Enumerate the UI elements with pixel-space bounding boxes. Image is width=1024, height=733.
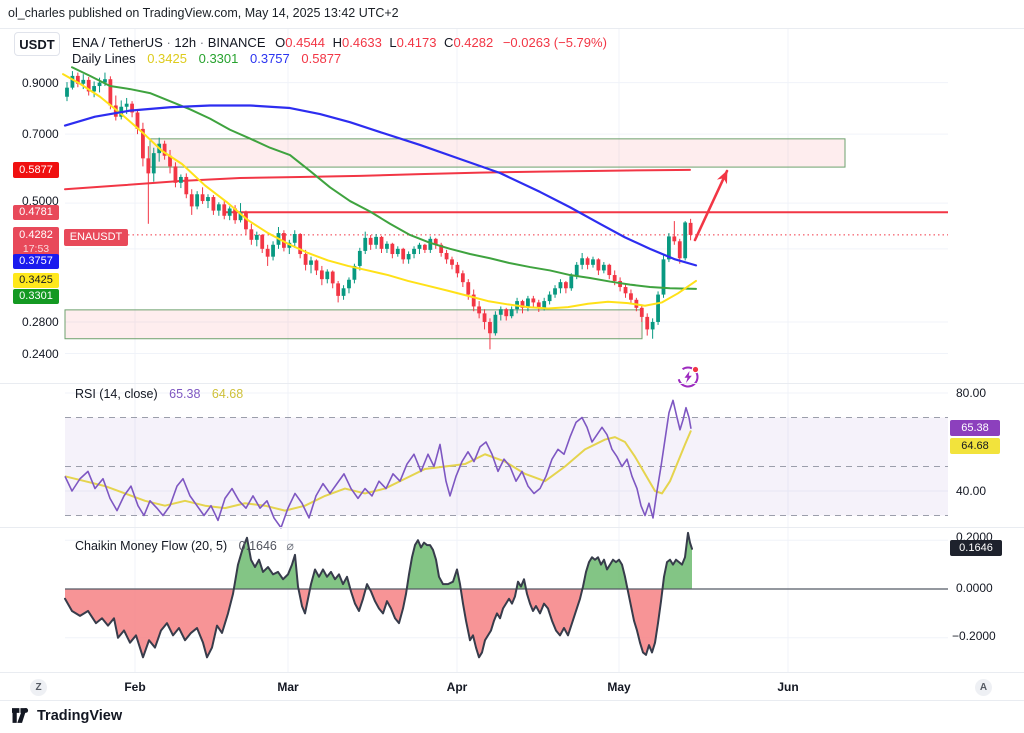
exchange-label: BINANCE xyxy=(207,35,266,50)
bar-countdown-timer: 17:53 xyxy=(22,242,50,255)
time-axis-top-border xyxy=(0,672,1024,673)
cmf-tick-zero: 0.0000 xyxy=(956,581,993,595)
last-price-value: 0.4282 xyxy=(19,228,53,241)
tradingview-logo[interactable]: TradingView xyxy=(12,707,122,724)
rsi-main-value: 65.38 xyxy=(169,387,201,401)
chart-top-border xyxy=(0,28,1024,29)
adjust-badge: A xyxy=(975,679,992,696)
rsi-ma-value: 64.68 xyxy=(211,387,244,401)
price-tick: 0.7000 xyxy=(22,127,59,141)
daily-line-red-value: 0.5877 xyxy=(301,51,342,66)
symbol-name: ENA / TetherUS xyxy=(72,35,163,50)
legend-separator: · xyxy=(166,35,171,50)
daily-line-green-value: 0.3301 xyxy=(198,51,239,66)
high-value: 0.4633 xyxy=(342,35,382,50)
tradingview-logo-text: TradingView xyxy=(37,707,123,724)
price-chip-blue-ma: 0.3757 xyxy=(13,254,59,269)
cmf-chip: 0.1646 xyxy=(950,540,1002,556)
rsi-tick-40: 40.00 xyxy=(956,484,987,498)
rsi-title: RSI (14, close) xyxy=(75,387,158,401)
month-label-jun: Jun xyxy=(777,680,799,694)
close-key: C xyxy=(444,35,454,50)
cmf-tick-neg02: −0.2000 xyxy=(952,629,996,643)
daily-lines-legend-row: Daily Lines 0.3425 0.3301 0.3757 0.5877 xyxy=(72,51,341,66)
cmf-value: 0.1646 xyxy=(238,539,277,553)
month-label-may: May xyxy=(607,680,631,694)
drawn-arrow xyxy=(693,169,729,242)
price-chip-last-price: 0.4282 17:53 xyxy=(13,227,59,257)
rsi-chip-ma: 64.68 xyxy=(950,438,1000,454)
rsi-pane-separator xyxy=(0,383,1024,384)
daily-line-blue-value: 0.3757 xyxy=(250,51,290,66)
change-value: −0.0263 (−5.79%) xyxy=(502,35,607,50)
cmf-title: Chaikin Money Flow (20, 5) xyxy=(75,539,228,553)
daily-lines-label: Daily Lines xyxy=(72,51,136,66)
month-label-apr: Apr xyxy=(446,680,468,694)
interval-label: 12h xyxy=(174,35,197,50)
price-tick: 0.2800 xyxy=(22,315,59,329)
time-axis-bottom-border xyxy=(0,700,1024,701)
legend-separator: · xyxy=(199,35,205,50)
symbol-legend-row: ENA / TetherUS · 12h · BINANCE O0.4544 H… xyxy=(72,35,607,50)
tradingview-logo-icon xyxy=(12,708,29,723)
cmf-pane-separator xyxy=(0,527,1024,528)
published-header: ol_charles published on TradingView.com,… xyxy=(8,6,399,20)
symbol-price-flag: ENAUSDT xyxy=(64,229,128,246)
price-tick: 0.9000 xyxy=(22,76,59,90)
low-value: 0.4173 xyxy=(396,35,437,50)
price-chip-green-ma: 0.3301 xyxy=(13,289,59,304)
high-key: H xyxy=(332,35,343,50)
price-chip-red-line: 0.5877 xyxy=(13,162,59,178)
hide-value-icon: ⌀ xyxy=(286,539,294,553)
low-key: L xyxy=(389,35,397,50)
flash-idea-icon xyxy=(677,365,700,388)
daily-line-yellow-value: 0.3425 xyxy=(147,51,187,66)
rsi-chip-main: 65.38 xyxy=(950,420,1000,436)
month-label-feb: Feb xyxy=(124,680,146,694)
price-tick: 0.2400 xyxy=(22,347,59,361)
candlestick-series xyxy=(65,71,693,350)
price-tick: 0.5000 xyxy=(22,194,59,208)
open-value: 0.4544 xyxy=(285,35,326,50)
month-label-mar: Mar xyxy=(277,680,299,694)
close-value: 0.4282 xyxy=(453,35,494,50)
price-chip-yellow-ma: 0.3425 xyxy=(13,273,59,288)
open-key: O xyxy=(275,35,286,50)
quote-currency-badge: USDT xyxy=(14,32,60,56)
price-chip-hline: 0.4781 xyxy=(13,205,59,220)
rsi-legend: RSI (14, close) 65.38 64.68 xyxy=(75,387,243,401)
timezone-badge: Z xyxy=(30,679,47,696)
cmf-legend: Chaikin Money Flow (20, 5) 0.1646 ⌀ xyxy=(75,538,294,553)
rsi-tick-80: 80.00 xyxy=(956,386,987,400)
